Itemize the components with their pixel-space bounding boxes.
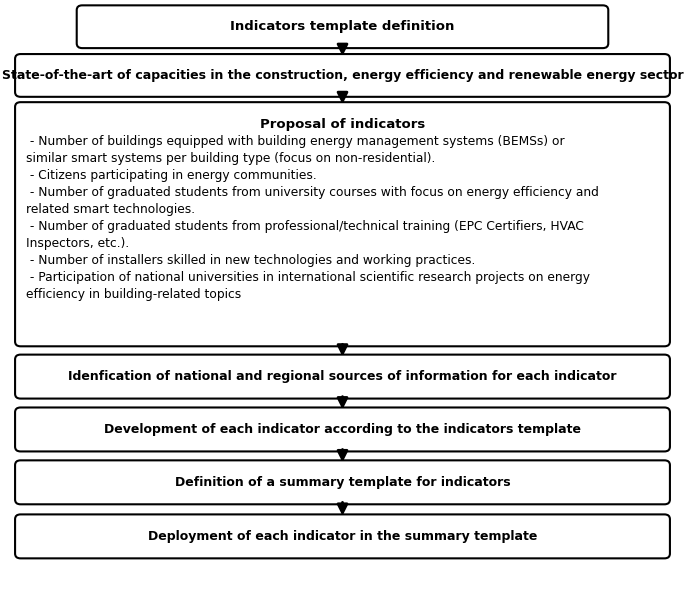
Text: Development of each indicator according to the indicators template: Development of each indicator according … xyxy=(104,423,581,436)
Text: Indicators template definition: Indicators template definition xyxy=(230,20,455,33)
Text: - Number of buildings equipped with building energy management systems (BEMSs) o: - Number of buildings equipped with buil… xyxy=(26,135,599,301)
FancyBboxPatch shape xyxy=(15,514,670,558)
FancyBboxPatch shape xyxy=(15,460,670,504)
Text: Deployment of each indicator in the summary template: Deployment of each indicator in the summ… xyxy=(148,530,537,543)
FancyBboxPatch shape xyxy=(15,102,670,346)
FancyBboxPatch shape xyxy=(15,355,670,399)
FancyBboxPatch shape xyxy=(77,5,608,48)
FancyBboxPatch shape xyxy=(15,407,670,451)
Text: State-of-the-art of capacities in the construction, energy efficiency and renewa: State-of-the-art of capacities in the co… xyxy=(1,69,684,82)
Text: Proposal of indicators: Proposal of indicators xyxy=(260,118,425,131)
FancyBboxPatch shape xyxy=(15,54,670,97)
Text: Idenfication of national and regional sources of information for each indicator: Idenfication of national and regional so… xyxy=(68,370,616,383)
Text: Definition of a summary template for indicators: Definition of a summary template for ind… xyxy=(175,476,510,489)
